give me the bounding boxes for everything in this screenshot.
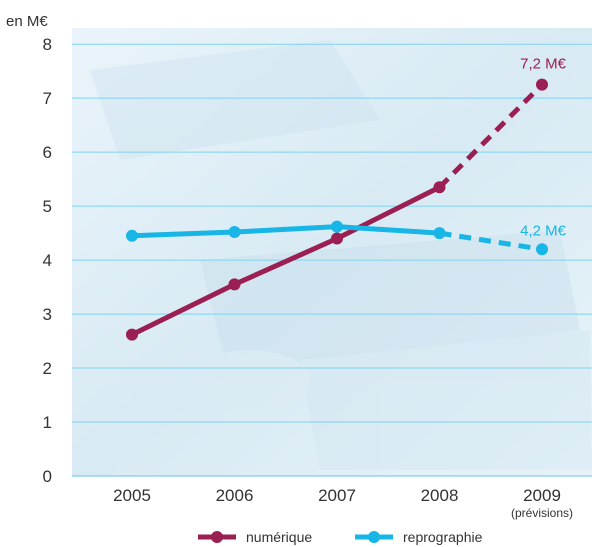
series-forecast-line bbox=[439, 230, 543, 252]
legend-label: reprographie bbox=[403, 529, 483, 545]
legend-marker bbox=[368, 531, 380, 543]
x-tick-label: 2005 bbox=[113, 486, 151, 505]
series-end-label: 7,2 M€ bbox=[520, 56, 567, 73]
y-tick-label: 8 bbox=[43, 35, 52, 54]
legend-item: reprographie bbox=[355, 529, 483, 545]
y-tick-label: 4 bbox=[43, 251, 52, 270]
y-tick-label: 3 bbox=[43, 305, 52, 324]
series-layer: 7,2 M€ 4,2 M€ bbox=[126, 56, 567, 341]
y-tick-label: 1 bbox=[43, 413, 52, 432]
series-line bbox=[129, 184, 442, 338]
y-axis-ticks: 0 1 2 3 4 5 6 7 8 bbox=[43, 35, 52, 486]
legend-label: numérique bbox=[246, 529, 312, 545]
y-tick-label: 6 bbox=[43, 143, 52, 162]
data-point bbox=[536, 78, 548, 91]
legend-item: numérique bbox=[198, 529, 312, 545]
x-tick-label: 2008 bbox=[421, 486, 459, 505]
x-axis-ticks: 2005 2006 2007 2008 2009(prévisions) bbox=[113, 486, 573, 520]
grid-lines bbox=[72, 43, 592, 477]
data-point bbox=[126, 328, 138, 341]
data-point bbox=[228, 278, 241, 291]
legend-marker bbox=[211, 531, 223, 543]
series-2: 4,2 M€ bbox=[126, 220, 567, 256]
y-tick-label: 0 bbox=[43, 467, 52, 486]
series-1: 7,2 M€ bbox=[126, 56, 567, 341]
y-tick-label: 2 bbox=[43, 359, 52, 378]
x-tick-label: 2006 bbox=[216, 486, 254, 505]
data-point bbox=[536, 243, 548, 256]
y-axis-unit-label: en M€ bbox=[6, 13, 48, 30]
series-line bbox=[129, 224, 442, 239]
legend: numérique reprographie bbox=[198, 529, 483, 545]
data-point bbox=[126, 229, 138, 242]
data-point bbox=[331, 232, 343, 245]
series-end-label: 4,2 M€ bbox=[520, 222, 567, 239]
plot-background bbox=[72, 28, 592, 476]
series-forecast-line bbox=[437, 82, 544, 189]
data-point bbox=[331, 220, 343, 233]
y-tick-label: 7 bbox=[43, 89, 52, 108]
data-point bbox=[228, 226, 241, 239]
data-point bbox=[433, 181, 446, 194]
background-photo bbox=[90, 40, 592, 470]
x-tick-label: 2007 bbox=[318, 486, 356, 505]
y-tick-label: 5 bbox=[43, 197, 52, 216]
x-tick-label: 2009 bbox=[523, 486, 561, 505]
x-tick-note: (prévisions) bbox=[511, 506, 573, 520]
data-point bbox=[433, 227, 446, 240]
